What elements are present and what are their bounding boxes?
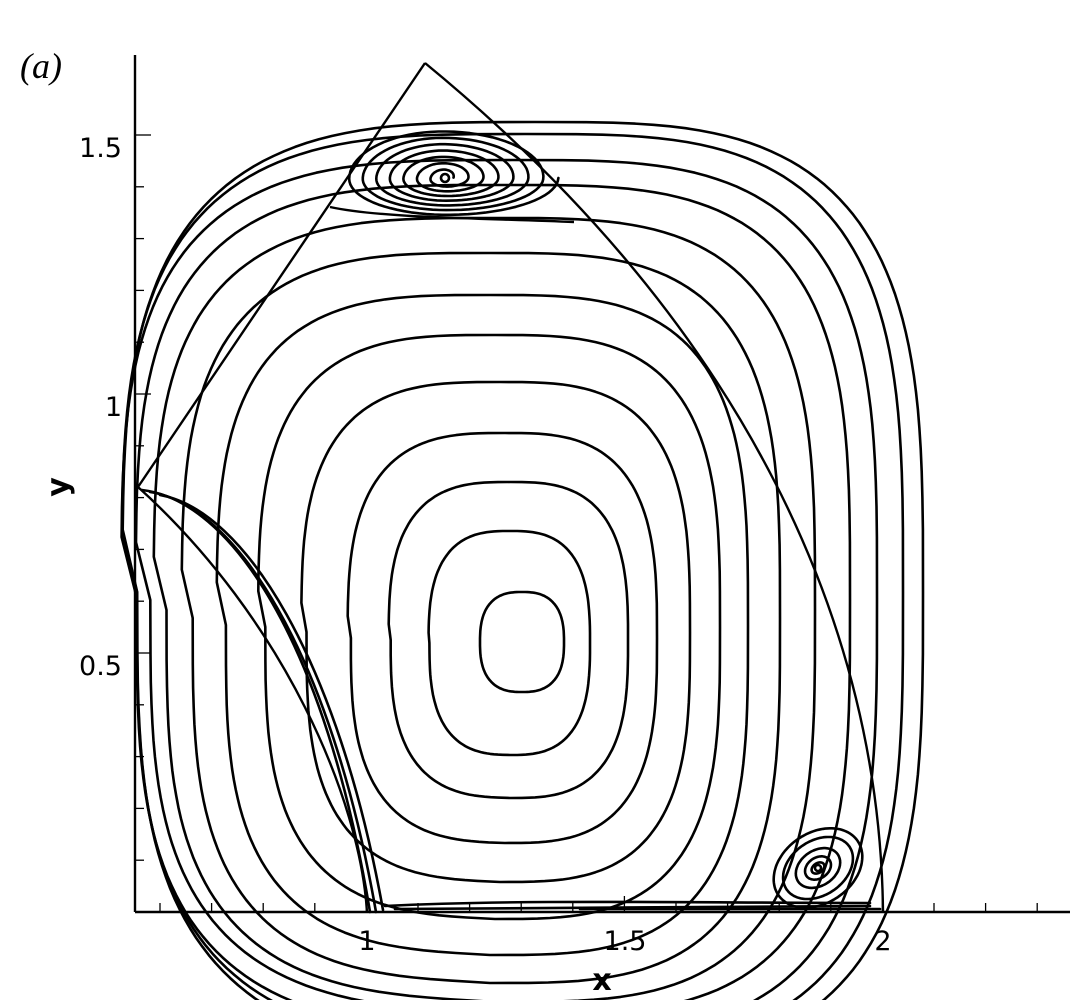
main-vortex-streamline: [346, 431, 659, 845]
y-tick-label: 0.5: [79, 651, 122, 682]
x-axis-label: x: [592, 963, 611, 998]
upper-vortex-spiral: [347, 130, 560, 217]
x-tick-label: 1: [358, 926, 375, 957]
domain-boundary: [137, 62, 885, 913]
panel-label: (a): [20, 46, 62, 86]
lower-vortex-streamline: [803, 855, 833, 881]
upper-vortex-core: [439, 172, 451, 184]
bottom-streamline: [383, 900, 872, 908]
main-vortex-streamline: [121, 120, 925, 1000]
left-edge: [137, 62, 426, 488]
bottom-streamline: [393, 904, 872, 911]
main-vortex-streamline: [427, 529, 592, 757]
y-tick-label: 1: [105, 392, 122, 423]
streamlines: [140, 488, 882, 914]
main-vortex-streamline: [152, 216, 817, 1000]
x-tick-label: 2: [874, 926, 891, 957]
lower-vortex-streamline: [772, 827, 864, 909]
main-vortex: [120, 120, 925, 1000]
y-tick-label: 1.5: [79, 133, 122, 164]
main-vortex-streamline: [120, 132, 905, 1000]
lower-vortex-streamline: [794, 846, 842, 890]
upper-corner-vortex: [347, 130, 560, 217]
y-axis-label: y: [41, 477, 76, 497]
main-vortex-streamline: [180, 251, 782, 985]
outer-arc: [424, 62, 885, 913]
lower-vortex-streamline: [810, 861, 826, 875]
main-vortex-streamline: [215, 293, 750, 957]
lower-corner-vortex: [772, 827, 864, 909]
main-vortex-streamline: [120, 158, 879, 1000]
tick-labels: 1 1.5 2 0.5 1 1.5: [79, 133, 892, 957]
main-vortex-streamline: [478, 590, 566, 694]
lower-vortex-streamline: [781, 835, 855, 901]
main-vortex-streamline: [300, 380, 692, 884]
lower-vortex-core: [813, 863, 823, 873]
main-vortex-streamline: [134, 183, 852, 1000]
main-vortex-streamline: [257, 333, 722, 921]
outer-streamline: [158, 493, 385, 912]
main-vortex-streamline: [387, 480, 630, 800]
outer-streamline: [148, 490, 378, 914]
